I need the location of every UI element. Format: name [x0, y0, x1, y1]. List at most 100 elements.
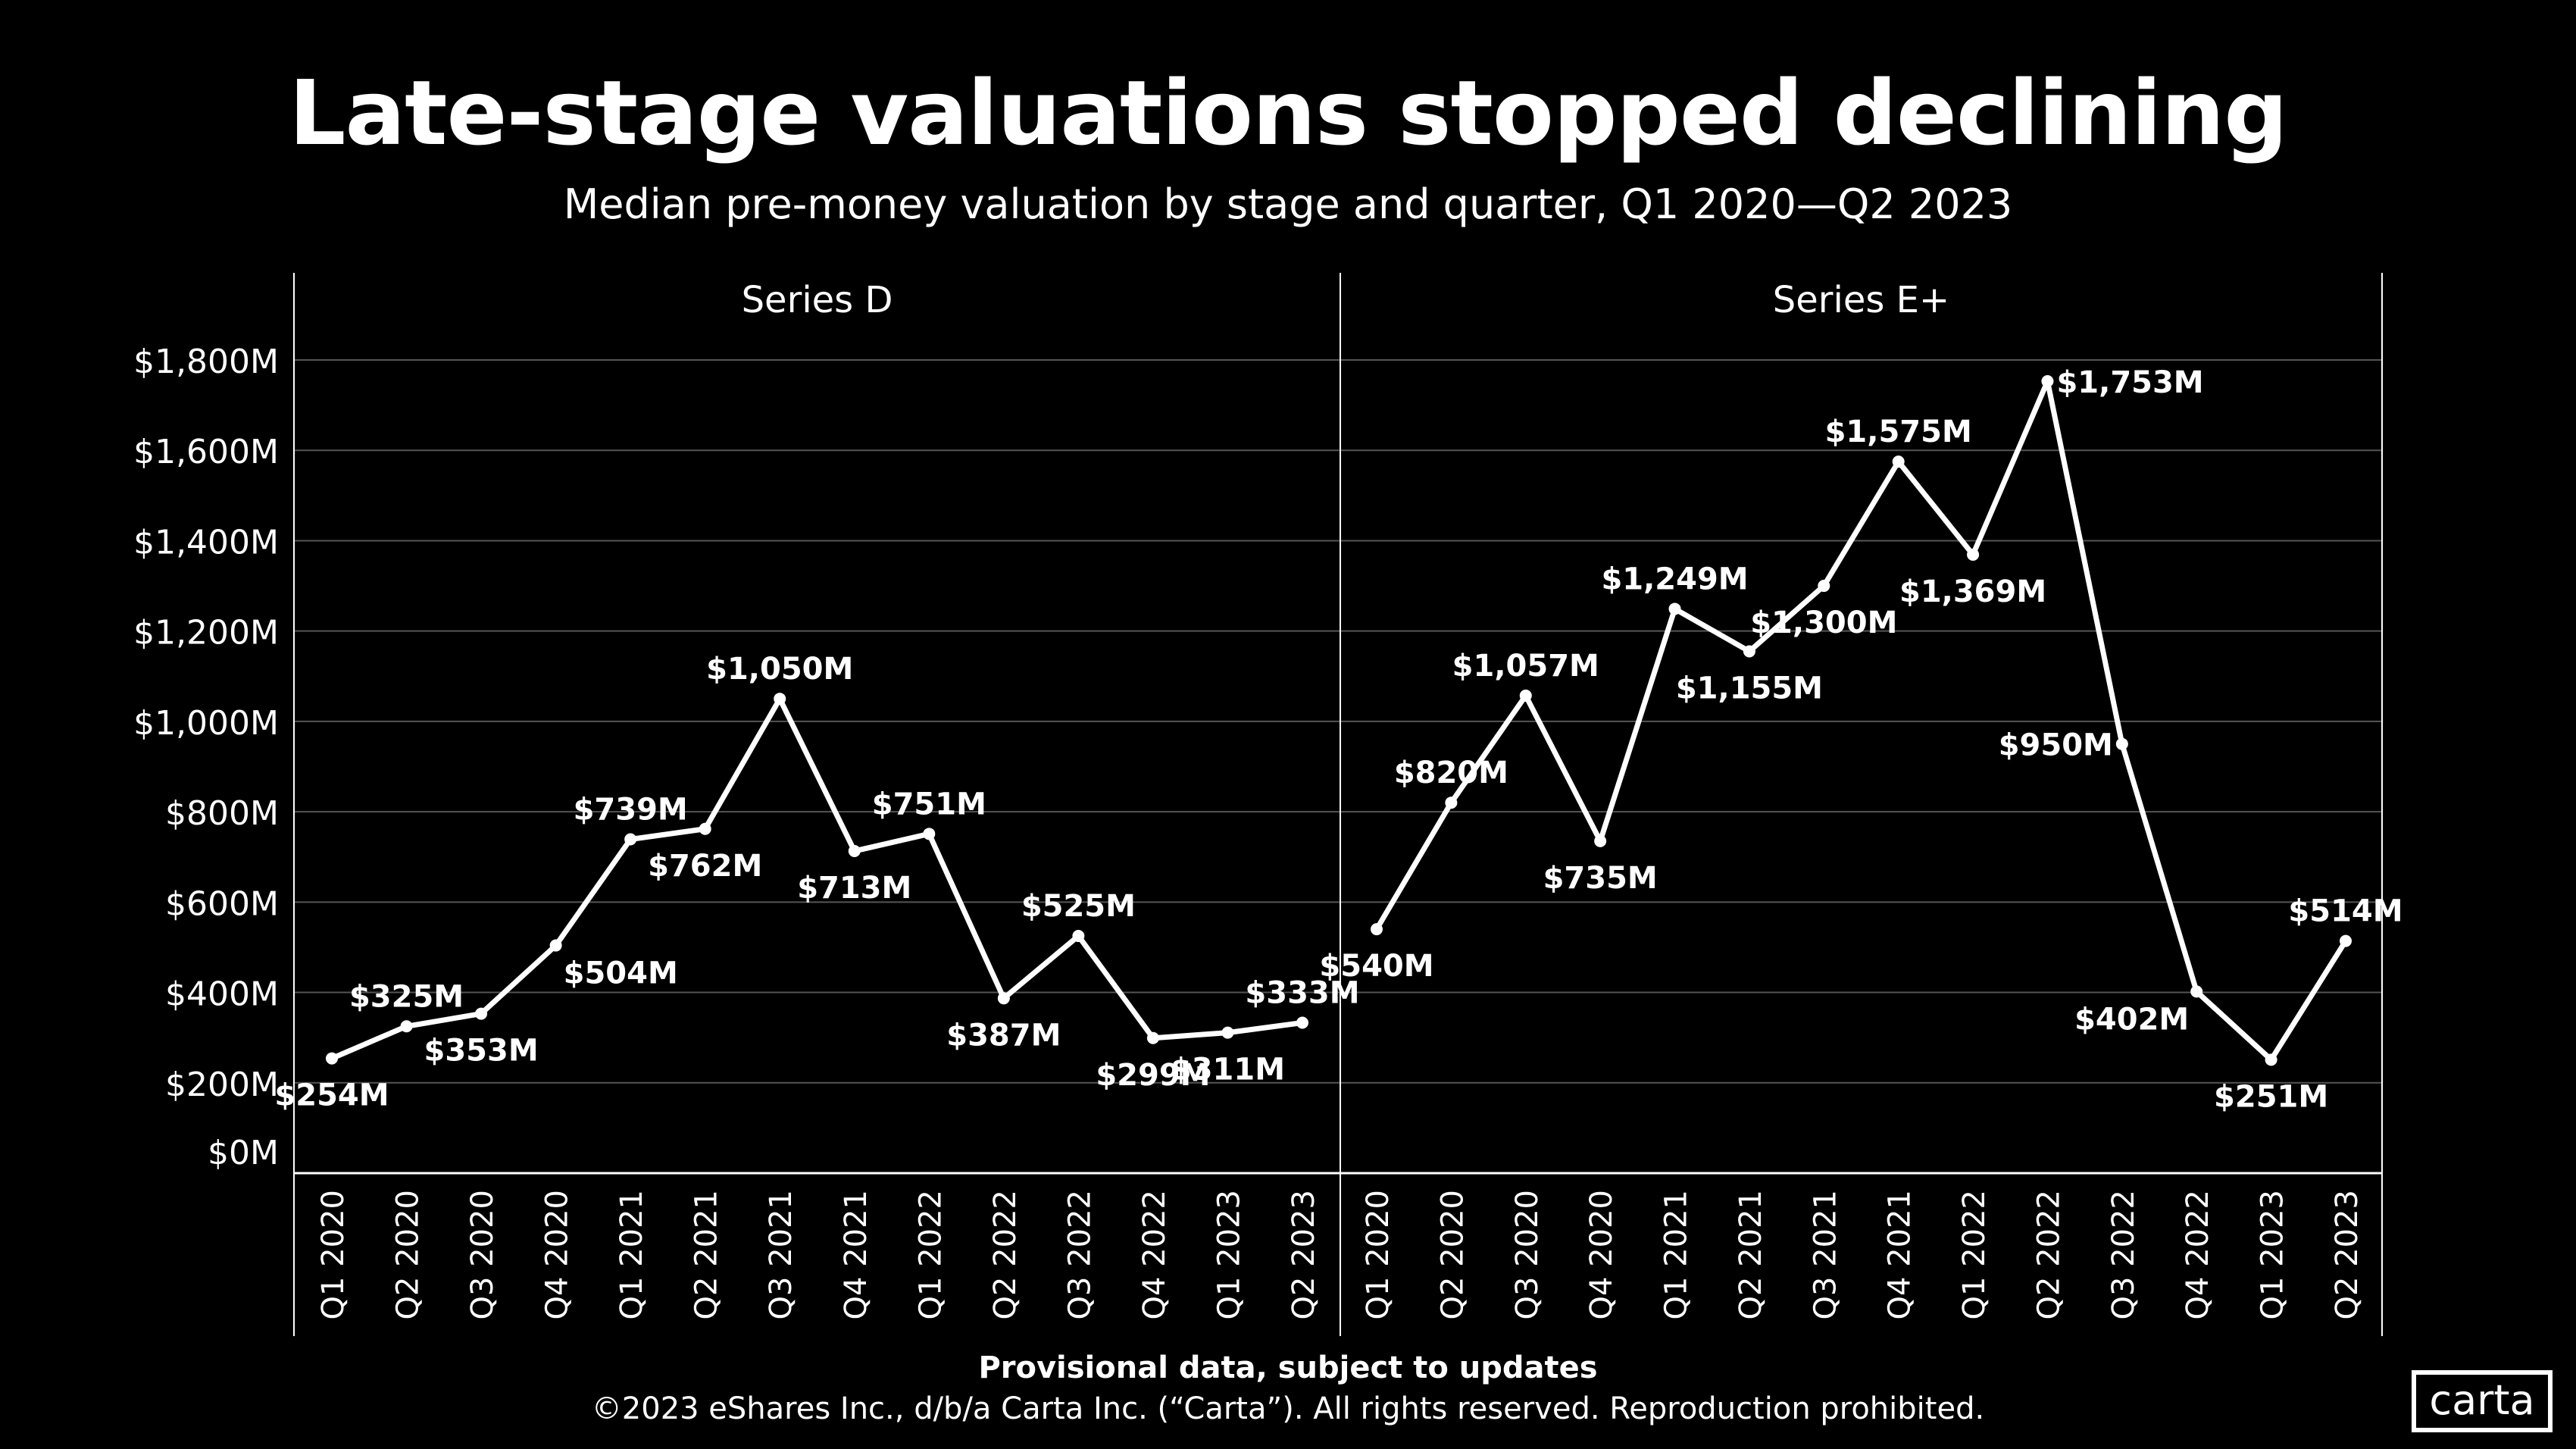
data-label: $751M: [872, 787, 986, 822]
x-tick-label: Q1 2023: [2256, 1190, 2290, 1319]
data-label: $254M: [274, 1078, 389, 1113]
data-label: $1,050M: [706, 652, 853, 687]
data-point: [1892, 455, 1905, 468]
x-tick-label: Q4 2021: [839, 1190, 874, 1319]
data-label: $504M: [564, 956, 678, 991]
data-label: $1,057M: [1452, 649, 1599, 684]
x-tick-label: Q4 2022: [2181, 1190, 2215, 1319]
data-point: [774, 693, 786, 706]
data-label: $739M: [574, 792, 688, 827]
x-tick-label: Q2 2021: [689, 1190, 724, 1319]
data-point: [400, 1020, 413, 1033]
data-point: [1668, 602, 1681, 615]
data-label: $820M: [1394, 756, 1508, 790]
x-tick-label: Q3 2020: [1510, 1190, 1545, 1319]
x-tick-label: Q1 2020: [1361, 1190, 1396, 1319]
copyright: ©2023 eShares Inc., d/b/a Carta Inc. (“C…: [591, 1391, 1985, 1426]
data-point: [624, 833, 637, 846]
data-label: $387M: [946, 1018, 1061, 1053]
y-tick-label: $1,800M: [133, 343, 279, 381]
data-point: [475, 1007, 488, 1020]
data-point: [2115, 737, 2128, 750]
x-tick-label: Q3 2021: [764, 1190, 799, 1319]
data-label: $353M: [424, 1034, 539, 1069]
x-tick-label: Q1 2023: [1211, 1190, 1246, 1319]
data-point: [549, 939, 562, 952]
data-point: [2190, 985, 2203, 998]
y-tick-label: $800M: [165, 794, 279, 833]
data-point: [1146, 1031, 1159, 1044]
y-tick-label: $200M: [165, 1066, 279, 1104]
data-label: $1,155M: [1676, 671, 1823, 706]
series-line: [330, 696, 1303, 1061]
x-tick-label: Q1 2021: [614, 1190, 649, 1319]
data-point: [1967, 548, 1980, 561]
x-tick-label: Q1 2022: [1957, 1190, 1992, 1319]
data-point: [923, 828, 936, 840]
data-label: $1,753M: [2056, 365, 2203, 400]
data-point: [1296, 1016, 1308, 1029]
data-point: [848, 844, 861, 857]
carta-logo: carta: [2412, 1370, 2553, 1432]
x-tick-label: Q2 2023: [1286, 1190, 1321, 1319]
x-tick-label: Q4 2020: [1584, 1190, 1619, 1319]
data-label: $762M: [648, 849, 762, 884]
x-tick-label: Q3 2022: [1062, 1190, 1097, 1319]
data-point: [1221, 1026, 1234, 1039]
data-label: $713M: [797, 871, 911, 906]
data-label: $1,369M: [1899, 574, 2046, 609]
x-tick-label: Q4 2020: [540, 1190, 575, 1319]
x-tick-label: Q2 2022: [988, 1190, 1023, 1319]
y-tick-label: $1,200M: [133, 614, 279, 653]
y-tick-label: $1,600M: [133, 433, 279, 471]
x-tick-label: Q2 2020: [1435, 1190, 1470, 1319]
data-label: $1,300M: [1750, 606, 1897, 640]
series-line: [1374, 378, 2348, 1062]
data-point: [2265, 1053, 2277, 1066]
data-point: [1371, 923, 1383, 936]
x-tick-label: Q4 2021: [1883, 1190, 1918, 1319]
data-point: [2041, 375, 2054, 388]
data-point: [1072, 930, 1085, 943]
x-tick-label: Q2 2023: [2330, 1190, 2365, 1319]
data-label: $325M: [349, 979, 464, 1014]
y-tick-label: $1,000M: [133, 704, 279, 743]
x-tick-label: Q1 2020: [316, 1190, 351, 1319]
data-label: $251M: [2214, 1079, 2328, 1114]
data-label: $540M: [1319, 949, 1433, 984]
data-label: $402M: [2074, 1002, 2189, 1037]
x-tick-label: Q2 2022: [2031, 1190, 2066, 1319]
x-tick-label: Q1 2022: [913, 1190, 948, 1319]
data-label: $525M: [1021, 889, 1136, 924]
x-tick-label: Q1 2021: [1659, 1190, 1694, 1319]
chart-subtitle: Median pre-money valuation by stage and …: [563, 180, 2013, 228]
data-label: $299M: [1096, 1058, 1210, 1093]
panel-title: Series D: [742, 279, 893, 321]
data-point: [1594, 834, 1607, 847]
y-tick-label: $600M: [165, 884, 279, 923]
y-tick-label: $0M: [208, 1134, 279, 1172]
data-label: $735M: [1543, 861, 1658, 896]
footnote: Provisional data, subject to updates: [978, 1350, 1598, 1385]
data-point: [326, 1052, 338, 1065]
data-label: $1,575M: [1825, 415, 1972, 449]
x-tick-label: Q3 2021: [1808, 1190, 1843, 1319]
data-label: $333M: [1245, 975, 1359, 1010]
data-label: $514M: [2288, 894, 2402, 929]
data-point: [1743, 645, 1755, 658]
y-tick-label: $400M: [165, 975, 279, 1014]
x-tick-label: Q3 2022: [2106, 1190, 2141, 1319]
data-label: $311M: [1171, 1053, 1285, 1088]
x-tick-label: Q4 2022: [1137, 1190, 1172, 1319]
logo-text: carta: [2429, 1375, 2535, 1424]
y-tick-label: $1,400M: [133, 523, 279, 562]
data-label: $1,249M: [1601, 562, 1748, 596]
data-point: [997, 992, 1010, 1005]
data-label: $950M: [1999, 728, 2113, 763]
chart-title: Late-stage valuations stopped declining: [289, 61, 2287, 165]
data-point: [1519, 689, 1532, 702]
x-tick-label: Q2 2021: [1733, 1190, 1768, 1319]
data-point: [699, 822, 711, 835]
panel-title: Series E+: [1773, 279, 1949, 321]
